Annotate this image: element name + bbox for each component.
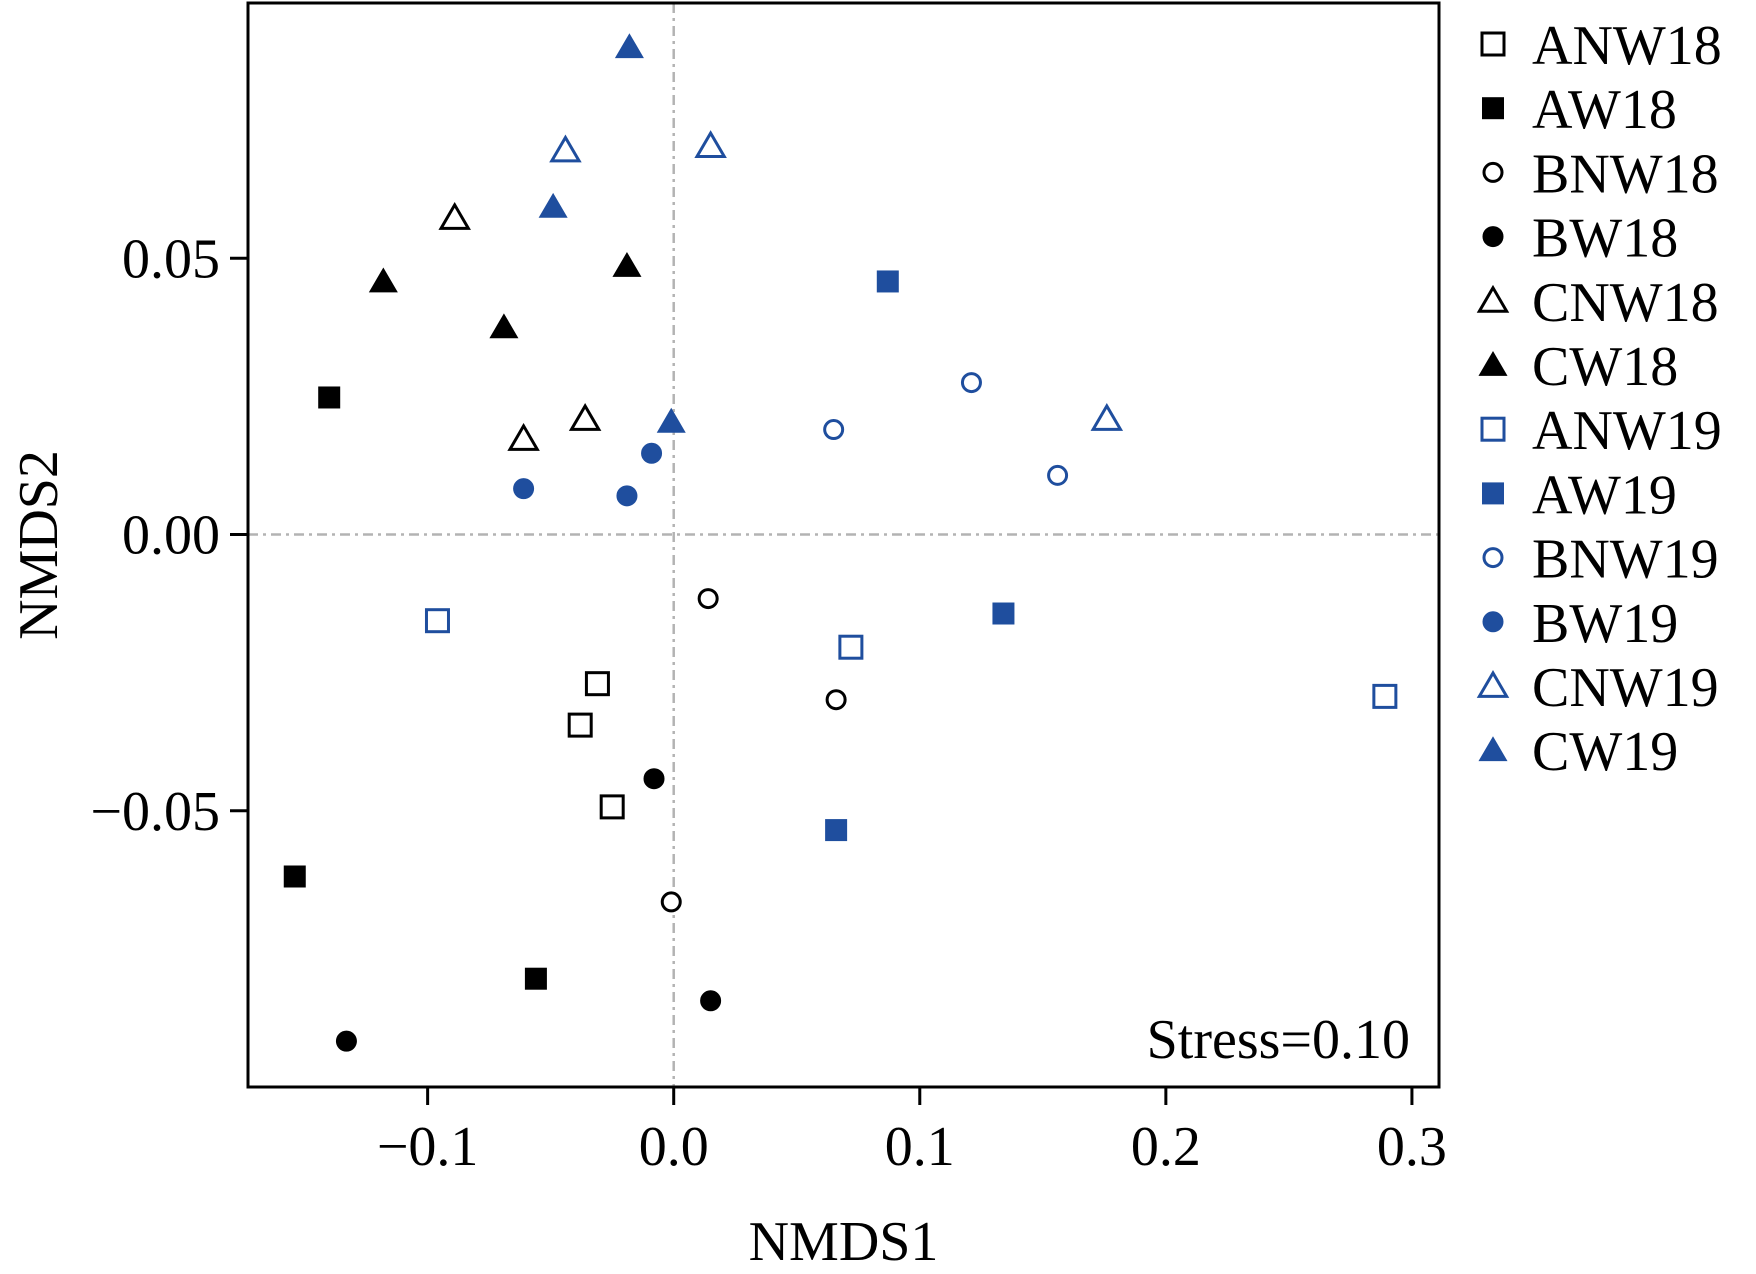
x-axis: −0.1 0.0 0.1 0.2 0.3 (377, 1087, 1447, 1178)
point-cnw18 (507, 422, 540, 451)
x-tick-label: −0.1 (377, 1116, 479, 1178)
point-aw18 (318, 386, 341, 409)
x-tick-label: 0.2 (1131, 1116, 1201, 1178)
point-cnw19 (1090, 403, 1124, 431)
reference-lines (248, 3, 1439, 1087)
legend-label-cw18: CW18 (1532, 336, 1678, 398)
point-bnw19 (1047, 464, 1069, 486)
legend-label-anw18: ANW18 (1532, 15, 1722, 77)
point-anw19 (838, 634, 864, 660)
point-bnw18 (660, 891, 682, 913)
point-bnw19 (823, 419, 845, 441)
y-axis-label: NMDS2 (8, 450, 70, 640)
legend-label-aw19: AW19 (1532, 464, 1677, 526)
stress-annotation: Stress=0.10 (1147, 1009, 1410, 1071)
point-anw18 (567, 712, 593, 738)
point-aw19 (992, 602, 1015, 625)
x-axis-label: NMDS1 (749, 1211, 939, 1273)
point-bw18 (700, 990, 722, 1012)
legend-marker-anw19 (1480, 416, 1506, 442)
point-aw19 (876, 270, 899, 293)
point-cnw19 (549, 134, 582, 163)
legend-marker-bnw18 (1482, 161, 1504, 183)
legend-marker-bw19 (1482, 611, 1504, 633)
legend-marker-bw18 (1482, 226, 1504, 248)
point-bw18 (643, 768, 665, 790)
legend-label-bw19: BW19 (1532, 593, 1678, 655)
legend-label-bnw19: BNW19 (1532, 529, 1719, 591)
legend-label-cw19: CW19 (1532, 721, 1678, 783)
point-cw18 (368, 267, 398, 293)
point-aw18 (524, 967, 547, 990)
point-cnw18 (438, 201, 471, 230)
point-bw19 (616, 485, 638, 507)
x-tick-label: 0.0 (639, 1116, 709, 1178)
point-bnw18 (697, 588, 719, 610)
point-anw18 (584, 671, 610, 697)
y-tick-label: −0.05 (90, 781, 220, 843)
x-tick-label: 0.3 (1377, 1116, 1447, 1178)
point-cw18 (612, 251, 642, 277)
point-cnw18 (568, 403, 602, 431)
point-anw18 (599, 794, 625, 820)
legend-marker-anw18 (1480, 31, 1506, 57)
legend-label-anw19: ANW19 (1532, 400, 1722, 462)
legend-marker-cw19 (1478, 736, 1508, 762)
legend-marker-bnw19 (1482, 547, 1504, 569)
legend-label-bnw18: BNW18 (1532, 143, 1719, 205)
point-bw18 (335, 1030, 357, 1052)
point-cw19 (656, 407, 686, 433)
point-bw19 (513, 478, 535, 500)
legend: ANW18AW18BNW18BW18CNW18CW18ANW19AW19BNW1… (1476, 15, 1722, 783)
point-aw19 (825, 819, 848, 842)
point-bnw19 (960, 372, 982, 394)
legend-marker-aw18 (1482, 97, 1504, 120)
point-anw19 (424, 608, 450, 634)
legend-label-aw18: AW18 (1532, 79, 1677, 141)
legend-marker-cnw18 (1476, 284, 1510, 313)
point-cw19 (538, 192, 568, 218)
data-points (283, 33, 1398, 1052)
legend-marker-cnw19 (1476, 670, 1510, 698)
y-axis: −0.05 0.00 0.05 (90, 228, 248, 843)
legend-label-cnw18: CNW18 (1532, 272, 1719, 334)
point-cw19 (614, 33, 644, 59)
x-tick-label: 0.1 (885, 1116, 955, 1178)
y-tick-label: 0.00 (122, 505, 220, 567)
point-bnw18 (825, 689, 847, 711)
legend-marker-aw19 (1482, 482, 1504, 505)
point-cw18 (489, 313, 519, 339)
y-tick-label: 0.05 (122, 228, 220, 290)
legend-label-cnw19: CNW19 (1532, 657, 1719, 719)
point-cnw19 (694, 130, 727, 158)
point-bw19 (641, 442, 663, 464)
point-aw18 (283, 865, 306, 888)
legend-label-bw18: BW18 (1532, 208, 1678, 270)
point-anw19 (1372, 683, 1398, 709)
legend-marker-cw18 (1478, 351, 1508, 376)
plot-frame (246, 1, 1441, 1089)
